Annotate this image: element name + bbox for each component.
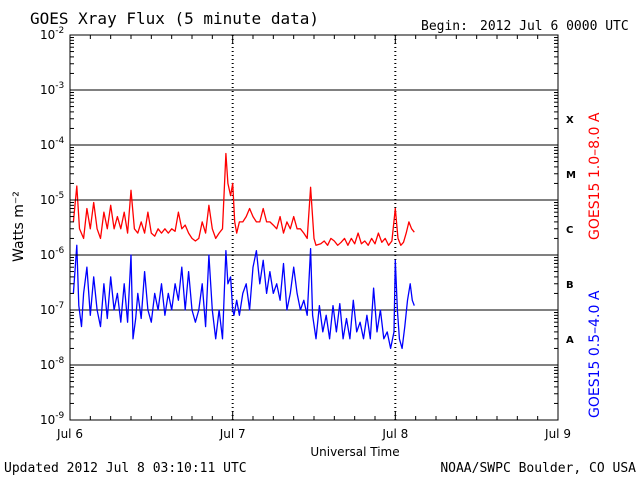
series-line-short-channel	[72, 244, 415, 350]
flare-class-label: M	[566, 170, 576, 181]
flare-class-label: B	[566, 280, 574, 291]
x-tick-labels: Jul 6 Jul 7 Jul 8 Jul 9	[56, 427, 571, 441]
y-axis-label: Watts m⁻²	[11, 191, 27, 262]
updated-timestamp: Updated 2012 Jul 8 03:10:11 UTC	[4, 461, 247, 476]
flare-class-labels: X M C B A	[566, 115, 576, 346]
chart-title: GOES Xray Flux (5 minute data)	[30, 9, 319, 28]
x-tick-label: Jul 6	[56, 427, 83, 441]
legend-short-channel: GOES15 0.5–4.0 A	[587, 290, 603, 418]
x-tick-label: Jul 8	[381, 427, 408, 441]
series-line-long-channel	[72, 152, 415, 246]
x-tick-label: Jul 9	[544, 427, 571, 441]
credit-text: NOAA/SWPC Boulder, CO USA	[440, 461, 636, 476]
data-series	[72, 152, 415, 350]
flare-class-label: A	[566, 335, 574, 346]
begin-label: Begin:	[421, 19, 468, 34]
begin-value: 2012 Jul 6 0000 UTC	[480, 19, 629, 34]
flare-class-label: X	[566, 115, 574, 126]
flare-class-label: C	[566, 225, 573, 236]
x-tick-label: Jul 7	[219, 427, 246, 441]
axes-frame	[69, 34, 559, 421]
x-axis-label: Universal Time	[310, 445, 399, 459]
legend-long-channel: GOES15 1.0–8.0 A	[587, 112, 603, 240]
grid-lines	[70, 35, 558, 420]
